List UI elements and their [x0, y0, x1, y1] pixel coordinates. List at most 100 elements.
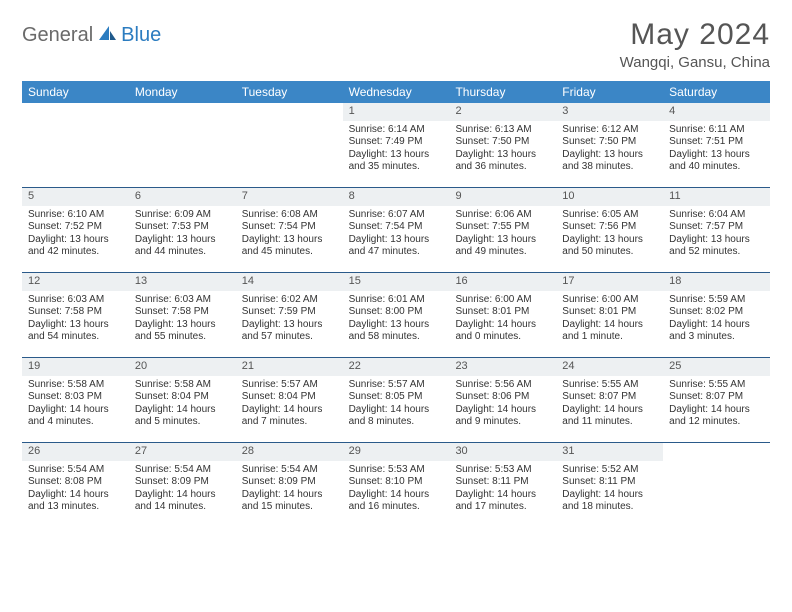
- day-details: Sunrise: 6:11 AMSunset: 7:51 PMDaylight:…: [663, 121, 770, 178]
- logo-text-blue: Blue: [121, 24, 161, 47]
- day-number: 19: [22, 358, 129, 376]
- day-details: Sunrise: 6:03 AMSunset: 7:58 PMDaylight:…: [22, 291, 129, 348]
- daylight-text: Daylight: 14 hours and 14 minutes.: [135, 489, 230, 514]
- sunrise-text: Sunrise: 5:57 AM: [242, 379, 337, 392]
- day-number: 11: [663, 188, 770, 206]
- calendar-cell: 17Sunrise: 6:00 AMSunset: 8:01 PMDayligh…: [556, 273, 663, 357]
- day-details: Sunrise: 5:56 AMSunset: 8:06 PMDaylight:…: [449, 376, 556, 433]
- sunset-text: Sunset: 7:54 PM: [349, 221, 444, 234]
- day-number: 24: [556, 358, 663, 376]
- sunset-text: Sunset: 7:57 PM: [669, 221, 764, 234]
- sunrise-text: Sunrise: 5:52 AM: [562, 464, 657, 477]
- calendar-cell: 11Sunrise: 6:04 AMSunset: 7:57 PMDayligh…: [663, 188, 770, 272]
- daylight-text: Daylight: 13 hours and 47 minutes.: [349, 234, 444, 259]
- sunset-text: Sunset: 8:05 PM: [349, 391, 444, 404]
- daylight-text: Daylight: 14 hours and 5 minutes.: [135, 404, 230, 429]
- sunrise-text: Sunrise: 6:01 AM: [349, 294, 444, 307]
- calendar-cell: 18Sunrise: 5:59 AMSunset: 8:02 PMDayligh…: [663, 273, 770, 357]
- title-block: May 2024 Wangqi, Gansu, China: [620, 18, 770, 71]
- daylight-text: Daylight: 14 hours and 4 minutes.: [28, 404, 123, 429]
- calendar-cell: 29Sunrise: 5:53 AMSunset: 8:10 PMDayligh…: [343, 443, 450, 527]
- calendar-row: 1Sunrise: 6:14 AMSunset: 7:49 PMDaylight…: [22, 103, 770, 188]
- day-details: Sunrise: 6:07 AMSunset: 7:54 PMDaylight:…: [343, 206, 450, 263]
- sunset-text: Sunset: 7:50 PM: [455, 136, 550, 149]
- day-number: 7: [236, 188, 343, 206]
- sunrise-text: Sunrise: 5:55 AM: [562, 379, 657, 392]
- daylight-text: Daylight: 13 hours and 55 minutes.: [135, 319, 230, 344]
- sunrise-text: Sunrise: 6:00 AM: [455, 294, 550, 307]
- day-number: 4: [663, 103, 770, 121]
- day-details: Sunrise: 6:09 AMSunset: 7:53 PMDaylight:…: [129, 206, 236, 263]
- day-details: Sunrise: 6:00 AMSunset: 8:01 PMDaylight:…: [449, 291, 556, 348]
- calendar-cell: 6Sunrise: 6:09 AMSunset: 7:53 PMDaylight…: [129, 188, 236, 272]
- calendar-cell: 22Sunrise: 5:57 AMSunset: 8:05 PMDayligh…: [343, 358, 450, 442]
- sunset-text: Sunset: 7:52 PM: [28, 221, 123, 234]
- sunset-text: Sunset: 8:03 PM: [28, 391, 123, 404]
- sunset-text: Sunset: 8:04 PM: [242, 391, 337, 404]
- sunrise-text: Sunrise: 5:56 AM: [455, 379, 550, 392]
- daylight-text: Daylight: 14 hours and 12 minutes.: [669, 404, 764, 429]
- daylight-text: Daylight: 13 hours and 54 minutes.: [28, 319, 123, 344]
- daylight-text: Daylight: 14 hours and 18 minutes.: [562, 489, 657, 514]
- calendar-body: 1Sunrise: 6:14 AMSunset: 7:49 PMDaylight…: [22, 103, 770, 527]
- calendar-cell: [22, 103, 129, 187]
- day-details: Sunrise: 6:01 AMSunset: 8:00 PMDaylight:…: [343, 291, 450, 348]
- logo: General Blue: [22, 18, 161, 47]
- calendar-cell: 10Sunrise: 6:05 AMSunset: 7:56 PMDayligh…: [556, 188, 663, 272]
- daylight-text: Daylight: 14 hours and 7 minutes.: [242, 404, 337, 429]
- calendar-grid: Sunday Monday Tuesday Wednesday Thursday…: [22, 81, 770, 527]
- sunrise-text: Sunrise: 6:04 AM: [669, 209, 764, 222]
- weekday-saturday: Saturday: [663, 81, 770, 103]
- sunset-text: Sunset: 7:53 PM: [135, 221, 230, 234]
- sunrise-text: Sunrise: 6:10 AM: [28, 209, 123, 222]
- sunrise-text: Sunrise: 6:12 AM: [562, 124, 657, 137]
- day-details: Sunrise: 6:13 AMSunset: 7:50 PMDaylight:…: [449, 121, 556, 178]
- daylight-text: Daylight: 13 hours and 40 minutes.: [669, 149, 764, 174]
- daylight-text: Daylight: 13 hours and 35 minutes.: [349, 149, 444, 174]
- calendar-cell: 7Sunrise: 6:08 AMSunset: 7:54 PMDaylight…: [236, 188, 343, 272]
- day-number: 9: [449, 188, 556, 206]
- day-number: 29: [343, 443, 450, 461]
- day-number: 25: [663, 358, 770, 376]
- day-number: 6: [129, 188, 236, 206]
- daylight-text: Daylight: 13 hours and 36 minutes.: [455, 149, 550, 174]
- calendar-cell: 27Sunrise: 5:54 AMSunset: 8:09 PMDayligh…: [129, 443, 236, 527]
- weekday-wednesday: Wednesday: [343, 81, 450, 103]
- calendar-cell: 5Sunrise: 6:10 AMSunset: 7:52 PMDaylight…: [22, 188, 129, 272]
- day-details: Sunrise: 6:06 AMSunset: 7:55 PMDaylight:…: [449, 206, 556, 263]
- day-number: 1: [343, 103, 450, 121]
- daylight-text: Daylight: 14 hours and 3 minutes.: [669, 319, 764, 344]
- calendar-cell: [663, 443, 770, 527]
- day-details: Sunrise: 5:57 AMSunset: 8:05 PMDaylight:…: [343, 376, 450, 433]
- day-details: Sunrise: 5:55 AMSunset: 8:07 PMDaylight:…: [663, 376, 770, 433]
- daylight-text: Daylight: 13 hours and 38 minutes.: [562, 149, 657, 174]
- daylight-text: Daylight: 14 hours and 13 minutes.: [28, 489, 123, 514]
- sunset-text: Sunset: 7:58 PM: [135, 306, 230, 319]
- day-number: 15: [343, 273, 450, 291]
- sunset-text: Sunset: 8:09 PM: [242, 476, 337, 489]
- month-title: May 2024: [620, 18, 770, 52]
- sunset-text: Sunset: 8:00 PM: [349, 306, 444, 319]
- sunset-text: Sunset: 8:09 PM: [135, 476, 230, 489]
- daylight-text: Daylight: 13 hours and 49 minutes.: [455, 234, 550, 259]
- sunset-text: Sunset: 8:04 PM: [135, 391, 230, 404]
- sunrise-text: Sunrise: 6:03 AM: [135, 294, 230, 307]
- daylight-text: Daylight: 14 hours and 16 minutes.: [349, 489, 444, 514]
- sunrise-text: Sunrise: 6:08 AM: [242, 209, 337, 222]
- sunset-text: Sunset: 7:58 PM: [28, 306, 123, 319]
- daylight-text: Daylight: 14 hours and 9 minutes.: [455, 404, 550, 429]
- calendar-row: 19Sunrise: 5:58 AMSunset: 8:03 PMDayligh…: [22, 358, 770, 443]
- calendar-cell: 16Sunrise: 6:00 AMSunset: 8:01 PMDayligh…: [449, 273, 556, 357]
- sunrise-text: Sunrise: 6:05 AM: [562, 209, 657, 222]
- page-header: General Blue May 2024 Wangqi, Gansu, Chi…: [22, 18, 770, 71]
- calendar-cell: 25Sunrise: 5:55 AMSunset: 8:07 PMDayligh…: [663, 358, 770, 442]
- calendar-cell: 9Sunrise: 6:06 AMSunset: 7:55 PMDaylight…: [449, 188, 556, 272]
- sunset-text: Sunset: 8:08 PM: [28, 476, 123, 489]
- day-details: Sunrise: 5:52 AMSunset: 8:11 PMDaylight:…: [556, 461, 663, 518]
- day-number: 2: [449, 103, 556, 121]
- day-details: Sunrise: 5:53 AMSunset: 8:11 PMDaylight:…: [449, 461, 556, 518]
- day-number: 27: [129, 443, 236, 461]
- daylight-text: Daylight: 13 hours and 45 minutes.: [242, 234, 337, 259]
- sunrise-text: Sunrise: 5:53 AM: [455, 464, 550, 477]
- sunrise-text: Sunrise: 6:11 AM: [669, 124, 764, 137]
